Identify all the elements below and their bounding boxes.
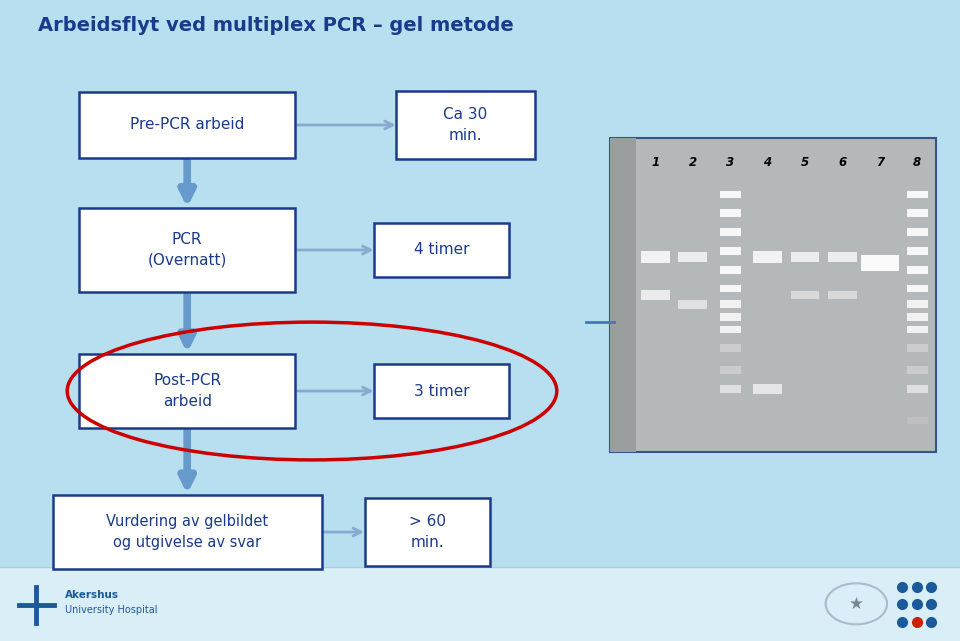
Bar [720,247,741,254]
Text: > 60
min.: > 60 min. [409,514,445,550]
Bar [754,384,782,394]
FancyBboxPatch shape [79,354,296,428]
Bar [906,228,927,236]
Bar [720,344,741,352]
Text: 1: 1 [651,156,660,169]
Text: Pre-PCR arbeid: Pre-PCR arbeid [130,117,245,133]
Bar [791,252,820,262]
Text: University Hospital: University Hospital [65,605,157,615]
Bar [720,326,741,333]
Bar [641,251,670,263]
Text: 3: 3 [726,156,734,169]
Bar [906,247,927,254]
Bar [0,567,960,641]
Bar [720,210,741,217]
Text: Post-PCR
arbeid: Post-PCR arbeid [154,373,221,409]
Bar [906,326,927,333]
Bar [610,138,636,452]
Bar [906,385,927,393]
FancyBboxPatch shape [396,91,536,158]
Text: 7: 7 [876,156,884,169]
Text: 6: 6 [838,156,847,169]
Bar [720,301,741,308]
Bar [720,385,741,393]
Bar [720,266,741,274]
Bar [906,344,927,352]
FancyBboxPatch shape [374,223,509,277]
Bar [906,190,927,198]
FancyBboxPatch shape [374,363,509,418]
Bar [906,367,927,374]
Bar [906,266,927,274]
Bar [861,255,899,272]
Bar [678,252,707,262]
Text: PCR
(Overnatt): PCR (Overnatt) [148,232,227,268]
Bar [906,285,927,292]
Text: 4: 4 [763,156,772,169]
Text: Arbeidsflyt ved multiplex PCR – gel metode: Arbeidsflyt ved multiplex PCR – gel meto… [38,16,515,35]
Bar [720,367,741,374]
Bar [610,138,936,452]
FancyBboxPatch shape [53,495,322,569]
Bar [906,210,927,217]
Text: 5: 5 [801,156,809,169]
FancyBboxPatch shape [79,208,296,292]
Bar [906,313,927,320]
Bar [678,300,707,309]
Text: ★: ★ [849,595,864,613]
Text: 8: 8 [913,156,922,169]
Text: Vurdering av gelbildet
og utgivelse av svar: Vurdering av gelbildet og utgivelse av s… [107,514,268,550]
Text: Ca 30
min.: Ca 30 min. [444,107,488,143]
Bar [641,290,670,300]
FancyBboxPatch shape [365,499,490,565]
Bar [791,290,820,299]
Text: 4 timer: 4 timer [414,242,469,258]
Bar [720,228,741,236]
Bar [754,251,782,263]
FancyBboxPatch shape [79,92,296,158]
Bar [720,190,741,198]
Text: 3 timer: 3 timer [414,383,469,399]
Bar [720,313,741,320]
Bar [828,290,857,299]
Bar [906,301,927,308]
Text: 2: 2 [688,156,697,169]
Bar [906,417,927,424]
Text: Akershus: Akershus [65,590,119,600]
Bar [828,252,857,262]
Bar [720,285,741,292]
